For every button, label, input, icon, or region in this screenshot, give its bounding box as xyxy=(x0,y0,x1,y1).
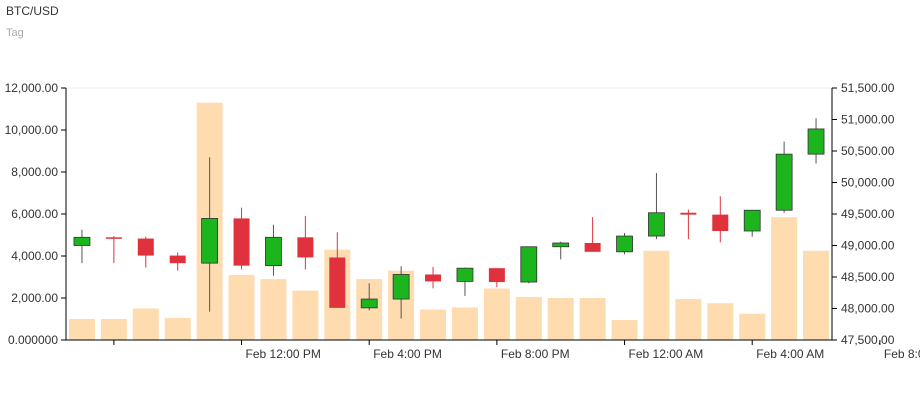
right-tick-label: 49,500.00 xyxy=(841,207,895,221)
volume-bar xyxy=(483,288,510,340)
right-tick-label: 47,500.00 xyxy=(841,333,895,347)
candle-up xyxy=(392,274,410,300)
chart-title: BTC/USD xyxy=(6,4,59,18)
volume-bar xyxy=(803,250,830,340)
candle-down xyxy=(425,274,442,282)
candle-down xyxy=(297,237,314,258)
x-tick-label: Feb 8:00 AM xyxy=(884,347,920,361)
volume-bar xyxy=(292,290,319,340)
volume-bar xyxy=(675,299,702,340)
volume-bar xyxy=(739,313,766,340)
left-tick-label: 2,000.00 xyxy=(11,291,58,305)
right-tick-label: 48,000.00 xyxy=(841,302,895,316)
candle-up xyxy=(520,246,538,283)
volume-bar xyxy=(451,307,478,340)
right-tick-label: 51,500.00 xyxy=(841,81,895,95)
candle-up xyxy=(648,212,665,237)
candle-up xyxy=(265,236,282,267)
candle-up xyxy=(743,209,761,232)
volume-bar xyxy=(164,317,191,340)
candle-up xyxy=(360,298,378,309)
volume-bar xyxy=(420,309,447,340)
volume-bar xyxy=(132,308,159,340)
right-tick-label: 51,000.00 xyxy=(841,113,895,127)
x-tick-label: Feb 4:00 AM xyxy=(756,347,824,361)
right-tick-label: 48,500.00 xyxy=(841,270,895,284)
left-tick-label: 8,000.00 xyxy=(11,165,58,179)
volume-bar xyxy=(707,303,734,340)
candle-down xyxy=(137,238,154,256)
candle-up xyxy=(775,153,793,211)
volume-bar xyxy=(228,274,255,340)
right-tick-label: 50,000.00 xyxy=(841,176,895,190)
candle-down xyxy=(712,214,729,232)
candles xyxy=(73,118,825,319)
left-tick-label: 12,000.00 xyxy=(5,81,59,95)
x-tick-label: Feb 4:00 PM xyxy=(373,347,442,361)
volume-bar xyxy=(68,319,95,340)
left-tick-label: 6,000.00 xyxy=(11,207,58,221)
left-tick-label: 4,000.00 xyxy=(11,249,58,263)
volume-bar xyxy=(515,296,542,340)
candle-up xyxy=(807,128,825,155)
axes: 0.000000 2,000.00 4,000.00 6,000.00 8,000.00… xyxy=(5,81,920,361)
candle-down xyxy=(105,237,122,239)
volume-bar xyxy=(547,298,574,340)
candle-up xyxy=(616,235,633,253)
volume-bar xyxy=(260,279,287,340)
x-tick-label: Feb 12:00 PM xyxy=(246,347,321,361)
candle-down xyxy=(488,268,505,283)
x-tick-label: Feb 8:00 PM xyxy=(501,347,570,361)
volume-bar xyxy=(579,298,606,340)
candle-down xyxy=(584,242,601,252)
candle-up xyxy=(552,242,570,248)
candle-down xyxy=(329,257,346,308)
volume-bar xyxy=(611,320,638,340)
volume-bar xyxy=(771,217,798,340)
volume-bar xyxy=(643,250,670,340)
volume-bar xyxy=(100,319,127,340)
candle-up xyxy=(456,267,474,282)
chart-subtitle: Tag xyxy=(6,27,24,39)
candle-up xyxy=(73,236,91,246)
left-tick-label: 10,000.00 xyxy=(5,123,59,137)
candle-down xyxy=(680,212,697,215)
candle-down xyxy=(233,218,250,266)
right-tick-label: 50,500.00 xyxy=(841,144,895,158)
right-tick-label: 49,000.00 xyxy=(841,239,895,253)
x-tick-label: Feb 12:00 AM xyxy=(629,347,704,361)
left-tick-label: 0.000000 xyxy=(8,333,58,347)
candle-up xyxy=(201,218,219,264)
candle-down xyxy=(169,255,186,264)
